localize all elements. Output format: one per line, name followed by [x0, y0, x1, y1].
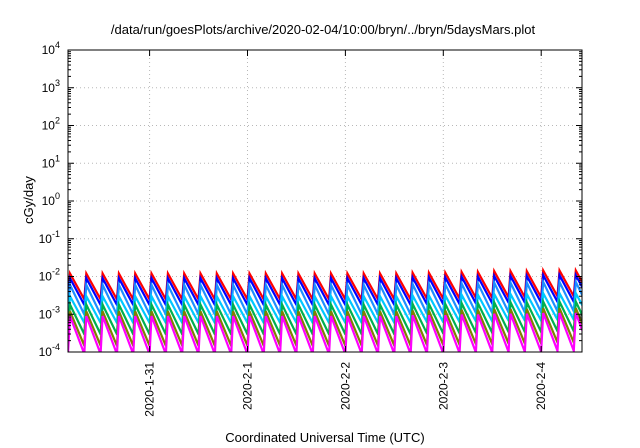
chart-title: /data/run/goesPlots/archive/2020-02-04/1…: [111, 22, 536, 37]
y-tick-exponent: 0: [55, 191, 60, 201]
x-tick-label: 2020-2-2: [338, 362, 352, 410]
y-tick-exponent: -4: [52, 342, 60, 352]
y-tick-label: 104: [42, 40, 60, 57]
y-tick-label: 10-4: [39, 342, 60, 359]
y-tick-base: 10: [39, 307, 53, 321]
y-tick-label: 10-2: [39, 267, 60, 284]
y-tick-exponent: 1: [55, 153, 60, 163]
y-tick-exponent: 2: [55, 116, 60, 126]
y-tick-exponent: -2: [52, 267, 60, 277]
tick-layer: 10410310210110010-110-210-310-42020-1-31…: [39, 40, 582, 417]
y-tick-label: 10-1: [39, 229, 60, 246]
y-tick-base: 10: [42, 81, 56, 95]
x-tick-label: 2020-2-4: [534, 362, 548, 410]
y-tick-base: 10: [42, 156, 56, 170]
y-tick-exponent: -3: [52, 304, 60, 314]
y-axis-label: cGy/day: [21, 176, 36, 224]
y-tick-exponent: 3: [55, 78, 60, 88]
x-tick-label: 2020-1-31: [143, 362, 157, 417]
y-tick-label: 10-3: [39, 304, 60, 321]
y-tick-base: 10: [39, 345, 53, 359]
y-tick-base: 10: [39, 232, 53, 246]
y-tick-label: 102: [42, 116, 60, 133]
y-tick-label: 103: [42, 78, 60, 95]
x-tick-label: 2020-2-3: [436, 362, 450, 410]
x-tick-label: 2020-2-1: [240, 362, 254, 410]
y-tick-base: 10: [42, 194, 56, 208]
y-tick-base: 10: [42, 43, 56, 57]
y-tick-base: 10: [42, 119, 56, 133]
y-tick-exponent: -1: [52, 229, 60, 239]
series-line-7: [68, 312, 582, 352]
y-tick-exponent: 4: [55, 40, 60, 50]
y-tick-label: 101: [42, 153, 60, 170]
x-axis-label: Coordinated Universal Time (UTC): [225, 430, 424, 445]
series-layer: [68, 266, 582, 352]
y-tick-base: 10: [39, 270, 53, 284]
y-tick-label: 100: [42, 191, 60, 208]
